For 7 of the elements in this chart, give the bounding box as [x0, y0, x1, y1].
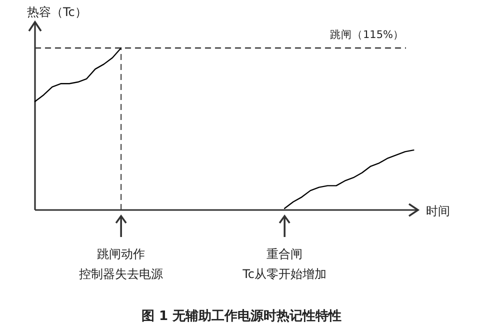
annotation: Tc从零开始增加 — [242, 267, 327, 281]
annotation: 跳闸动作 — [97, 247, 146, 261]
ylabel: 热容（Tc） — [27, 5, 87, 19]
annotation: 重合闸 — [266, 247, 303, 261]
annotation: 控制器失去电源 — [79, 267, 164, 281]
title: 图 1 无辅助工作电源时热记性特性 — [141, 309, 342, 324]
xlabel: 时间 — [426, 204, 450, 218]
